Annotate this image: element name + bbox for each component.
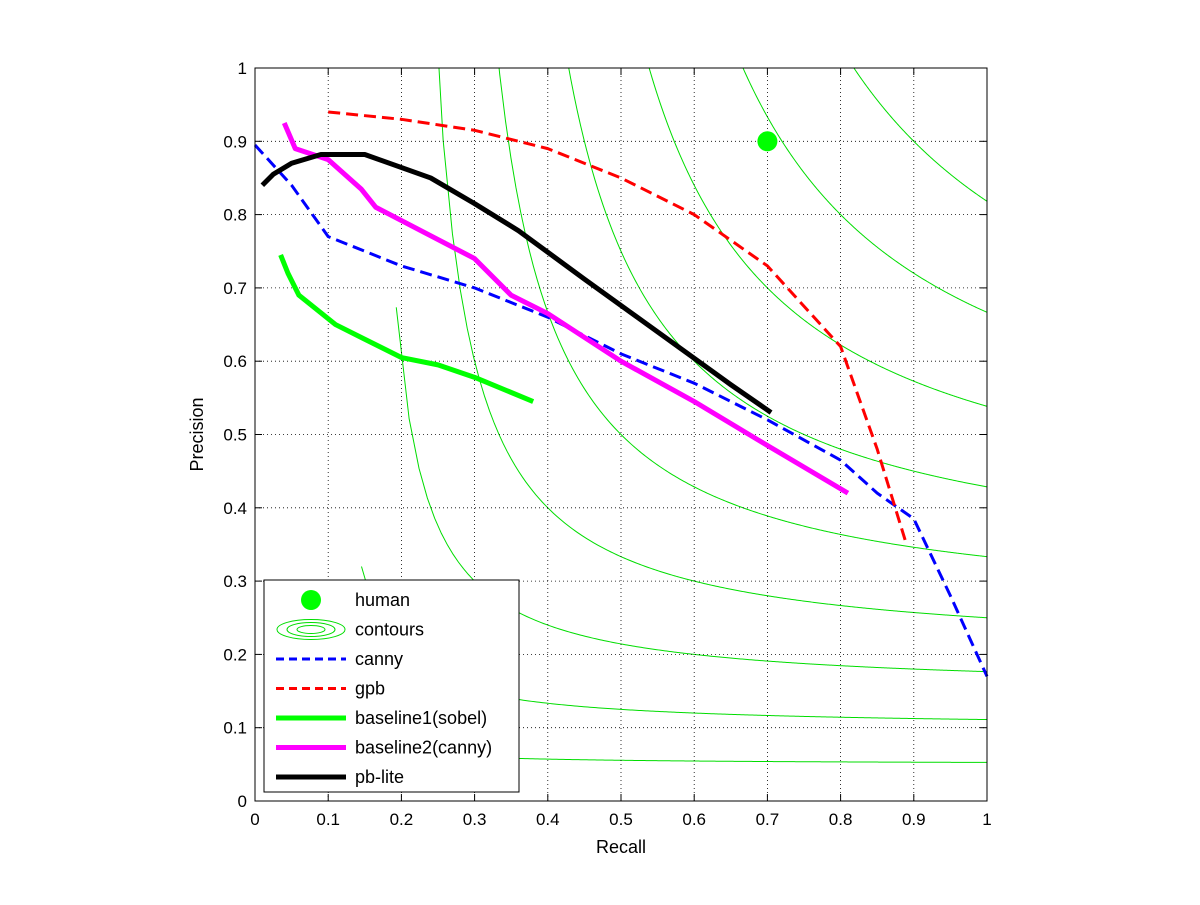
x-tick-label-7: 0.7 xyxy=(756,810,780,829)
y-tick-label-1: 0.1 xyxy=(223,719,247,738)
y-axis-title: Precision xyxy=(187,397,207,471)
legend-label-pb-lite: pb-lite xyxy=(355,767,404,787)
contour-f-0.3 xyxy=(395,307,987,673)
marker-human xyxy=(757,131,778,152)
x-tick-label-5: 0.5 xyxy=(609,810,633,829)
legend-symbol-human xyxy=(301,590,321,610)
legend-box xyxy=(263,579,520,793)
legend-label-baseline1-sobel-: baseline1(sobel) xyxy=(355,708,487,728)
x-tick-label-2: 0.2 xyxy=(390,810,414,829)
contour-f-0.7 xyxy=(648,68,987,407)
legend-label-gpb: gpb xyxy=(355,679,385,699)
x-tick-label-10: 1 xyxy=(982,810,991,829)
contour-f-0.8 xyxy=(742,68,987,313)
series-line-gpb xyxy=(328,110,908,545)
y-tick-label-10: 1 xyxy=(238,59,247,78)
y-tick-label-5: 0.5 xyxy=(223,426,247,445)
y-tick-label-0: 0 xyxy=(238,792,247,811)
y-tick-label-7: 0.7 xyxy=(223,279,247,298)
x-tick-label-9: 0.9 xyxy=(902,810,926,829)
y-tick-label-8: 0.8 xyxy=(223,206,247,225)
contour-f-0.2 xyxy=(361,566,987,721)
y-tick-label-9: 0.9 xyxy=(223,132,247,151)
series-line-pb-lite xyxy=(260,151,773,415)
x-tick-label-6: 0.6 xyxy=(682,810,706,829)
series-line-baseline1-sobel- xyxy=(278,253,535,404)
contour-f-0.5 xyxy=(498,68,987,558)
series-line-canny xyxy=(253,143,989,678)
x-tick-label-4: 0.4 xyxy=(536,810,560,829)
contour-f-0.1 xyxy=(326,725,987,763)
x-tick-label-0: 0 xyxy=(250,810,259,829)
legend-label-contours: contours xyxy=(355,620,424,640)
y-tick-label-4: 0.4 xyxy=(223,499,247,518)
legend-symbol-contours xyxy=(276,619,346,640)
x-axis-title: Recall xyxy=(596,837,646,857)
y-tick-label-2: 0.2 xyxy=(223,645,247,664)
contour-f-0.4 xyxy=(438,68,987,619)
x-tick-label-1: 0.1 xyxy=(316,810,340,829)
legend-label-baseline2-canny-: baseline2(canny) xyxy=(355,738,492,758)
series-line-baseline2-canny- xyxy=(281,121,850,496)
legend: human contours canny gpb baseline1(sobel) bas… xyxy=(263,579,520,793)
legend-label-canny: canny xyxy=(355,649,403,669)
contour-f-0.9 xyxy=(853,68,987,202)
legend-label-human: human xyxy=(355,590,410,610)
y-tick-label-6: 0.6 xyxy=(223,352,247,371)
y-tick-label-3: 0.3 xyxy=(223,572,247,591)
x-tick-label-3: 0.3 xyxy=(463,810,487,829)
x-tick-label-8: 0.8 xyxy=(829,810,853,829)
